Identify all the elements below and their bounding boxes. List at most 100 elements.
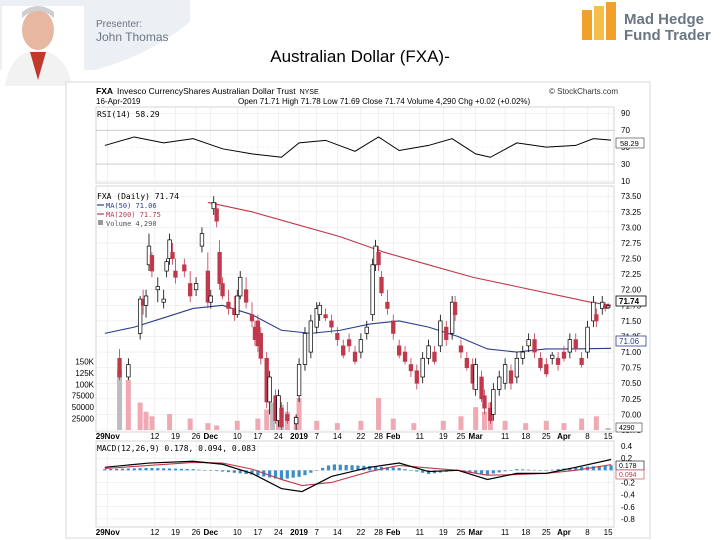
macd-histogram-bar [603, 465, 607, 471]
volume-bar [143, 411, 149, 430]
candle-body [243, 289, 249, 303]
macd-histogram-bar [491, 470, 495, 474]
candle-body [117, 357, 122, 378]
candle-body [346, 339, 352, 347]
candle-body [520, 351, 525, 359]
x-tick-label: 25 [457, 432, 466, 441]
x-tick-label: 2019 [290, 528, 308, 537]
rsi-tick-label: 70 [621, 126, 630, 135]
candlestick [567, 333, 573, 359]
presenter-label: Presenter: [96, 19, 142, 30]
macd-histogram-bar [385, 467, 389, 471]
candle-body [458, 345, 464, 353]
candlestick [408, 358, 414, 378]
x-tick-label: 19 [439, 432, 448, 441]
candle-body [532, 339, 537, 353]
x-tick-label: 22 [356, 432, 365, 441]
candle-body [561, 351, 567, 359]
x-tick-label: 19 [171, 528, 180, 537]
x-tick-label: 10 [233, 528, 242, 537]
candlestick [243, 277, 249, 309]
macd-histogram-bar [521, 469, 525, 471]
macd-tick-label: -0.4 [621, 491, 635, 500]
volume-bar [117, 370, 123, 430]
macd-histogram-bar [509, 470, 513, 471]
rsi-last-tag: 58.29 [615, 137, 645, 149]
rsi-legend: RSI(14) 58.29 [97, 110, 160, 119]
x-tick-label: 15 [604, 528, 613, 537]
candlestick [473, 358, 478, 396]
logo-bar-2 [594, 6, 604, 40]
x-tick-label: 10 [233, 432, 242, 441]
macd-histogram-bar [391, 467, 395, 471]
candle-body [170, 251, 175, 259]
candle-body [432, 351, 437, 362]
rsi-panel [95, 106, 615, 184]
candlestick [550, 352, 555, 365]
macd-histogram-bar [215, 470, 219, 472]
macd-histogram-bar [173, 468, 178, 471]
macd-histogram-bar [503, 470, 507, 472]
candlestick [143, 289, 149, 318]
candlestick [426, 339, 431, 365]
rsi-tick-label: 10 [621, 177, 630, 186]
x-tick-label: Feb [386, 528, 400, 537]
ma50-legend: MA(50) 71.06 [106, 202, 157, 210]
volume-bar [314, 420, 320, 430]
candlestick [520, 345, 525, 365]
candlestick [323, 308, 328, 321]
macd-histogram-bar [538, 470, 543, 471]
volume-bar [205, 423, 211, 430]
candle-body [314, 308, 319, 328]
macd-histogram-bar [374, 466, 378, 471]
price-legend: FXA (Daily) 71.74 [97, 192, 179, 201]
x-tick-label: 29Nov [96, 528, 121, 537]
macd-histogram-bar [109, 468, 113, 471]
x-tick-label: 19 [439, 528, 448, 537]
candle-body [217, 251, 222, 284]
volume-bar [390, 418, 396, 430]
candle-body [605, 305, 611, 309]
candlestick [514, 352, 520, 384]
candlestick [205, 252, 210, 309]
candle-body [408, 364, 414, 372]
volume-bar [411, 423, 417, 430]
macd-histogram-bar [326, 465, 331, 471]
candlestick [573, 333, 578, 353]
x-tick-label: Dec [203, 432, 218, 441]
macd-histogram-bar [415, 470, 419, 472]
candle-body [538, 357, 543, 369]
macd-histogram-bar [397, 467, 401, 471]
candlestick [188, 271, 193, 303]
moving-averages [104, 201, 612, 353]
candlestick [161, 289, 166, 309]
macd-histogram-bar [532, 469, 537, 471]
candle-body [173, 270, 178, 278]
candlestick [491, 383, 496, 421]
ma200-legend: MA(200) 71.75 [106, 211, 161, 219]
candlestick [214, 202, 219, 228]
price-tick-label: 70.75 [621, 364, 642, 373]
price-tick-label: 72.50 [621, 255, 642, 264]
candlestick [267, 370, 272, 415]
candlestick [555, 352, 561, 371]
candlestick [538, 352, 543, 371]
candle-body [573, 339, 578, 350]
candle-body [585, 326, 590, 353]
macd-histogram-bar [220, 470, 225, 472]
x-tick-label: Feb [386, 432, 400, 441]
candle-body [544, 364, 549, 375]
x-tick-label: 24 [274, 528, 283, 537]
macd-histogram-bar [256, 470, 260, 476]
macd-histogram-bar [303, 470, 307, 476]
candle-body [555, 357, 561, 365]
candlestick [358, 333, 364, 359]
macd-histogram-bar [403, 469, 407, 471]
candle-body [473, 364, 478, 390]
candle-body [579, 357, 584, 365]
candlestick [117, 348, 122, 381]
candlestick [591, 295, 596, 328]
candlestick [379, 271, 384, 296]
candle-body [323, 314, 328, 319]
volume-bar [167, 414, 173, 430]
